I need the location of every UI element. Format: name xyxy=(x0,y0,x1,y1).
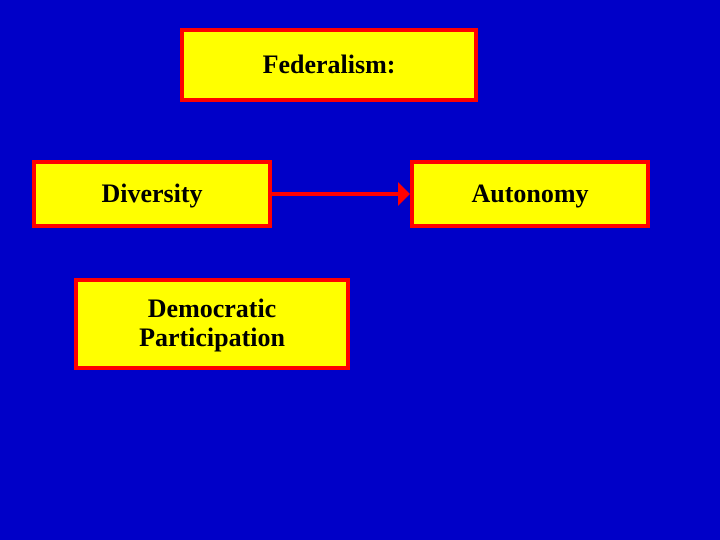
box-federalism-label: Federalism: xyxy=(263,51,396,80)
box-diversity: Diversity xyxy=(32,160,272,228)
box-democratic-participation: DemocraticParticipation xyxy=(74,278,350,370)
box-diversity-label: Diversity xyxy=(101,180,202,209)
box-autonomy: Autonomy xyxy=(410,160,650,228)
arrow-head-icon xyxy=(398,182,410,206)
box-federalism: Federalism: xyxy=(180,28,478,102)
box-autonomy-label: Autonomy xyxy=(471,180,588,209)
diagram-canvas: Federalism: Diversity Autonomy Democrati… xyxy=(0,0,720,540)
arrow-diversity-to-autonomy xyxy=(272,192,398,196)
box-democratic-label: DemocraticParticipation xyxy=(139,295,285,352)
